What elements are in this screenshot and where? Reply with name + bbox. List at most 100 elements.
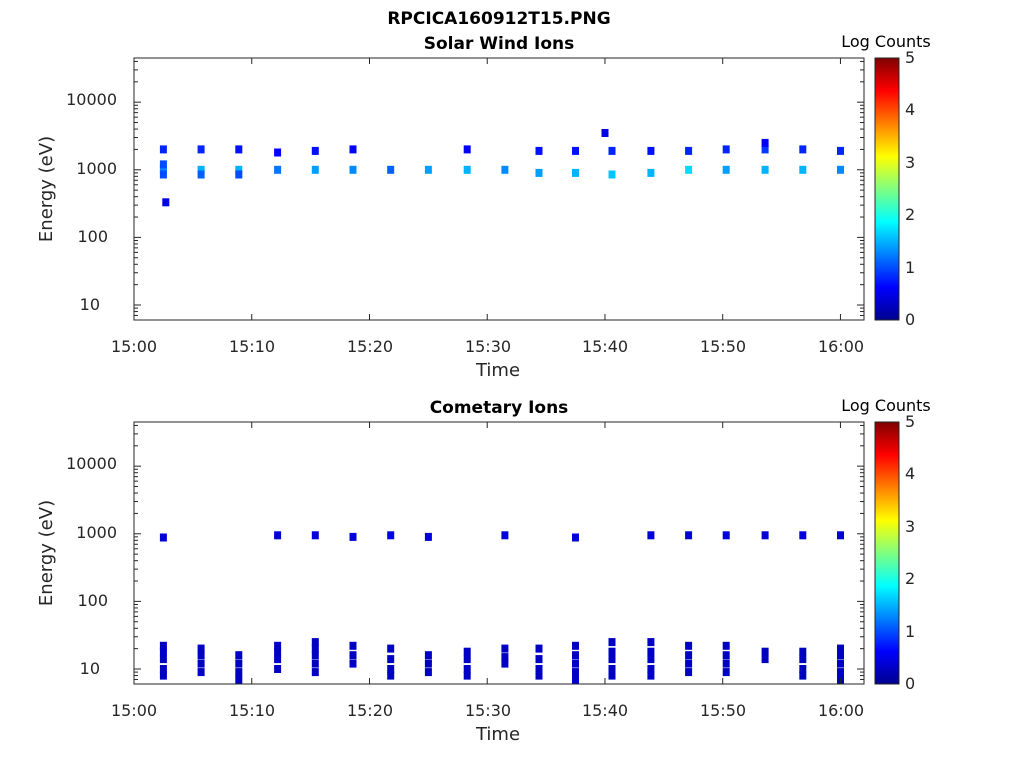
- panel-solar-wind: Solar Wind Ions 15:00 15:10 15:20 15:30 …: [36, 32, 931, 381]
- x-tick-label: 15:10: [229, 337, 275, 356]
- heatmap-cell: [311, 651, 319, 660]
- heatmap-cell: [647, 168, 655, 177]
- heatmap-cell: [685, 641, 693, 650]
- panel-cometary: Cometary Ions 15:00 15:10 15:20 15:30 15…: [36, 396, 931, 745]
- y-tick-label: 1000: [76, 159, 117, 178]
- heatmap-cell: [647, 655, 655, 664]
- heatmap-cell: [608, 665, 616, 673]
- heatmap-cell: [647, 146, 655, 155]
- heatmap-cell: [311, 659, 319, 668]
- heatmap-cell: [159, 641, 167, 650]
- heatmap-cell: [159, 145, 167, 154]
- heatmap-cell: [159, 160, 167, 169]
- heatmap-cell: [837, 165, 844, 174]
- heatmap-cell: [159, 165, 167, 174]
- heatmap-cell: [274, 665, 282, 673]
- x-tick-label: 15:50: [700, 337, 746, 356]
- heatmap-cell: [235, 659, 243, 668]
- heatmap-cell: [837, 531, 844, 540]
- x-tick-label: 16:00: [818, 701, 864, 720]
- heatmap-cell: [799, 145, 807, 154]
- data-layer: [159, 531, 844, 684]
- heatmap-cell: [197, 165, 205, 174]
- heatmap-cell: [761, 165, 769, 174]
- heatmap-cell: [349, 641, 357, 650]
- colorbar-label: Log Counts: [841, 32, 931, 51]
- y-tick-label: 100: [77, 227, 108, 246]
- heatmap-cell: [235, 170, 243, 179]
- x-tick-label: 15:10: [229, 701, 275, 720]
- heatmap-cell: [572, 641, 579, 650]
- heatmap-cell: [463, 665, 471, 673]
- heatmap-cell: [501, 531, 509, 540]
- colorbar-tick-label: 4: [905, 100, 915, 119]
- heatmap-cell: [572, 675, 579, 684]
- x-tick-label: 15:40: [582, 701, 628, 720]
- heatmap-cell: [311, 531, 319, 540]
- heatmap-cell: [387, 531, 395, 540]
- axis-ticks: [133, 57, 899, 321]
- heatmap-cell: [572, 659, 579, 668]
- heatmap-cell: [647, 638, 655, 647]
- colorbar-tick-label: 1: [905, 258, 915, 277]
- heatmap-cell: [608, 655, 616, 664]
- heatmap-cell: [837, 668, 844, 677]
- heatmap-cell: [197, 145, 205, 154]
- data-layer: [159, 129, 844, 207]
- colorbar: [874, 421, 900, 685]
- heatmap-cell: [647, 531, 655, 540]
- heatmap-cell: [159, 671, 167, 680]
- heatmap-cell: [274, 148, 282, 157]
- heatmap-cell: [535, 146, 543, 155]
- heatmap-cell: [608, 638, 616, 647]
- heatmap-cell: [722, 668, 730, 677]
- heatmap-cell: [424, 165, 432, 174]
- heatmap-cell: [235, 675, 243, 684]
- heatmap-cell: [311, 644, 319, 653]
- heatmap-cell: [387, 665, 395, 673]
- heatmap-cell: [349, 165, 357, 174]
- y-axis-label: Energy (eV): [36, 136, 57, 242]
- heatmap-cell: [349, 145, 357, 154]
- heatmap-cell: [837, 644, 844, 653]
- x-tick-label: 15:50: [700, 701, 746, 720]
- heatmap-cell: [463, 647, 471, 656]
- heatmap-cell: [601, 129, 609, 137]
- heatmap-cell: [501, 165, 509, 174]
- heatmap-cell: [501, 644, 509, 653]
- heatmap-cell: [197, 668, 205, 677]
- heatmap-cell: [311, 638, 319, 647]
- colorbar: [874, 57, 900, 321]
- heatmap-cell: [799, 655, 807, 664]
- heatmap-cell: [761, 531, 769, 540]
- heatmap-cell: [722, 145, 730, 154]
- y-tick-label: 10: [80, 295, 100, 314]
- heatmap-cell: [685, 165, 693, 174]
- heatmap-cell: [722, 641, 730, 650]
- heatmap-cell: [235, 145, 243, 154]
- heatmap-cell: [647, 647, 655, 656]
- heatmap-cell: [463, 655, 471, 664]
- heatmap-cell: [837, 651, 844, 660]
- heatmap-cell: [572, 668, 579, 677]
- heatmap-cell: [761, 655, 769, 664]
- heatmap-cell: [799, 671, 807, 680]
- heatmap-cell: [685, 659, 693, 668]
- heatmap-cell: [159, 170, 167, 179]
- heatmap-cell: [311, 146, 319, 155]
- y-tick-label: 10000: [66, 454, 117, 473]
- heatmap-cell: [572, 651, 579, 660]
- colorbar-tick-label: 3: [905, 153, 915, 172]
- heatmap-cell: [159, 655, 167, 664]
- heatmap-cell: [424, 659, 432, 668]
- heatmap-cell: [349, 659, 357, 668]
- x-axis-label: Time: [475, 360, 520, 381]
- heatmap-cell: [197, 659, 205, 668]
- heatmap-cell: [685, 668, 693, 677]
- x-tick-label: 16:00: [818, 337, 864, 356]
- heatmap-cell: [235, 651, 243, 660]
- heatmap-cell: [608, 146, 616, 155]
- heatmap-cell: [424, 651, 432, 660]
- heatmap-cell: [387, 655, 395, 664]
